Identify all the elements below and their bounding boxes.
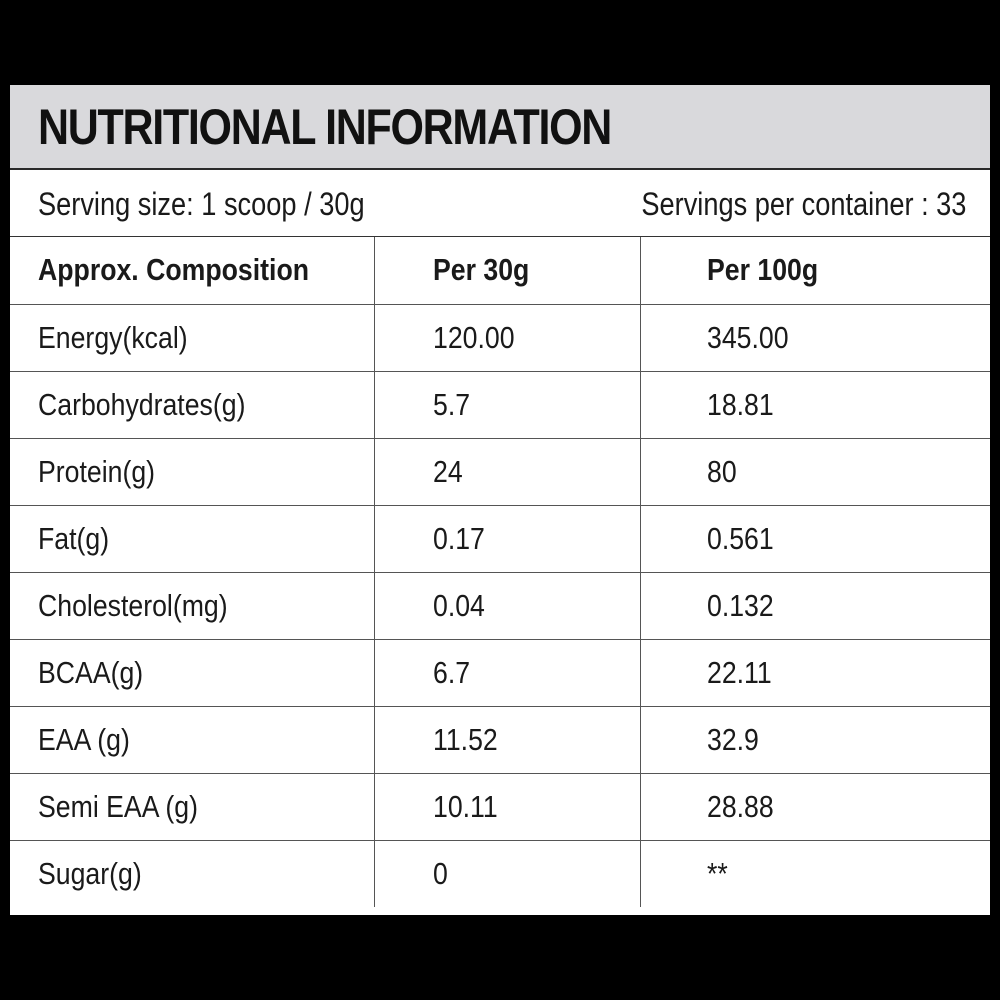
title-bar: NUTRITIONAL INFORMATION xyxy=(10,85,990,170)
value-per-30g: 0.17 xyxy=(373,505,640,573)
column-header-per-30g: Per 30g xyxy=(373,237,640,305)
table-row: EAA (g) 11.52 32.9 xyxy=(10,706,990,774)
value-per-30g: 11.52 xyxy=(373,706,640,774)
nutrient-name: Protein(g) xyxy=(10,438,374,506)
nutrient-name: BCAA(g) xyxy=(10,639,374,707)
value-per-100g: 345.00 xyxy=(639,304,990,372)
table-header-row: Approx. Composition Per 30g Per 100g xyxy=(10,237,990,305)
nutrient-name: Carbohydrates(g) xyxy=(10,371,374,439)
value-per-100g: 0.561 xyxy=(639,505,990,573)
serving-info-row: Serving size: 1 scoop / 30g Servings per… xyxy=(10,170,990,237)
nutrient-name: EAA (g) xyxy=(10,706,374,774)
servings-per-container: Servings per container : 33 xyxy=(640,186,966,222)
value-per-30g: 0.04 xyxy=(373,572,640,640)
nutrient-name: Sugar(g) xyxy=(38,855,142,891)
column-header-per-100g: Per 100g xyxy=(639,237,990,305)
table-row: Carbohydrates(g) 5.7 18.81 xyxy=(10,371,990,439)
nutrient-name: Semi EAA (g) xyxy=(10,773,374,841)
value-per-30g: 5.7 xyxy=(373,371,640,439)
table-row: BCAA(g) 6.7 22.11 xyxy=(10,639,990,707)
value-per-100g: ** xyxy=(639,840,990,907)
page-title: NUTRITIONAL INFORMATION xyxy=(38,99,612,155)
table-row: Semi EAA (g) 10.11 28.88 xyxy=(10,773,990,841)
nutrient-name: Energy(kcal) xyxy=(10,304,374,372)
table-row: Fat(g) 0.17 0.561 xyxy=(10,505,990,573)
nutrition-table: Approx. Composition Per 30g Per 100g Ene… xyxy=(10,237,990,907)
value-per-100g: 18.81 xyxy=(639,371,990,439)
value-per-100g: 80 xyxy=(639,438,990,506)
nutrient-name: Cholesterol(mg) xyxy=(10,572,374,640)
value-per-30g: 120.00 xyxy=(373,304,640,372)
column-header-composition: Approx. Composition xyxy=(10,237,374,305)
value-per-100g: 0.132 xyxy=(639,572,990,640)
value-per-30g: 6.7 xyxy=(373,639,640,707)
table-row: Protein(g) 24 80 xyxy=(10,438,990,506)
value-per-30g: 10.11 xyxy=(373,773,640,841)
nutrient-name: Fat(g) xyxy=(10,505,374,573)
value-per-100g: 32.9 xyxy=(639,706,990,774)
value-per-100g: 22.11 xyxy=(639,639,990,707)
table-row: Energy(kcal) 120.00 345.00 xyxy=(10,304,990,372)
table-row: Sugar(g) 0 ** xyxy=(10,840,990,907)
value-per-30g: 0 xyxy=(373,840,640,907)
nutrition-panel: NUTRITIONAL INFORMATION Serving size: 1 … xyxy=(10,85,990,915)
serving-size: Serving size: 1 scoop / 30g xyxy=(38,186,365,222)
value-per-30g: 24 xyxy=(373,438,640,506)
value-per-100g: 28.88 xyxy=(639,773,990,841)
table-row: Cholesterol(mg) 0.04 0.132 xyxy=(10,572,990,640)
